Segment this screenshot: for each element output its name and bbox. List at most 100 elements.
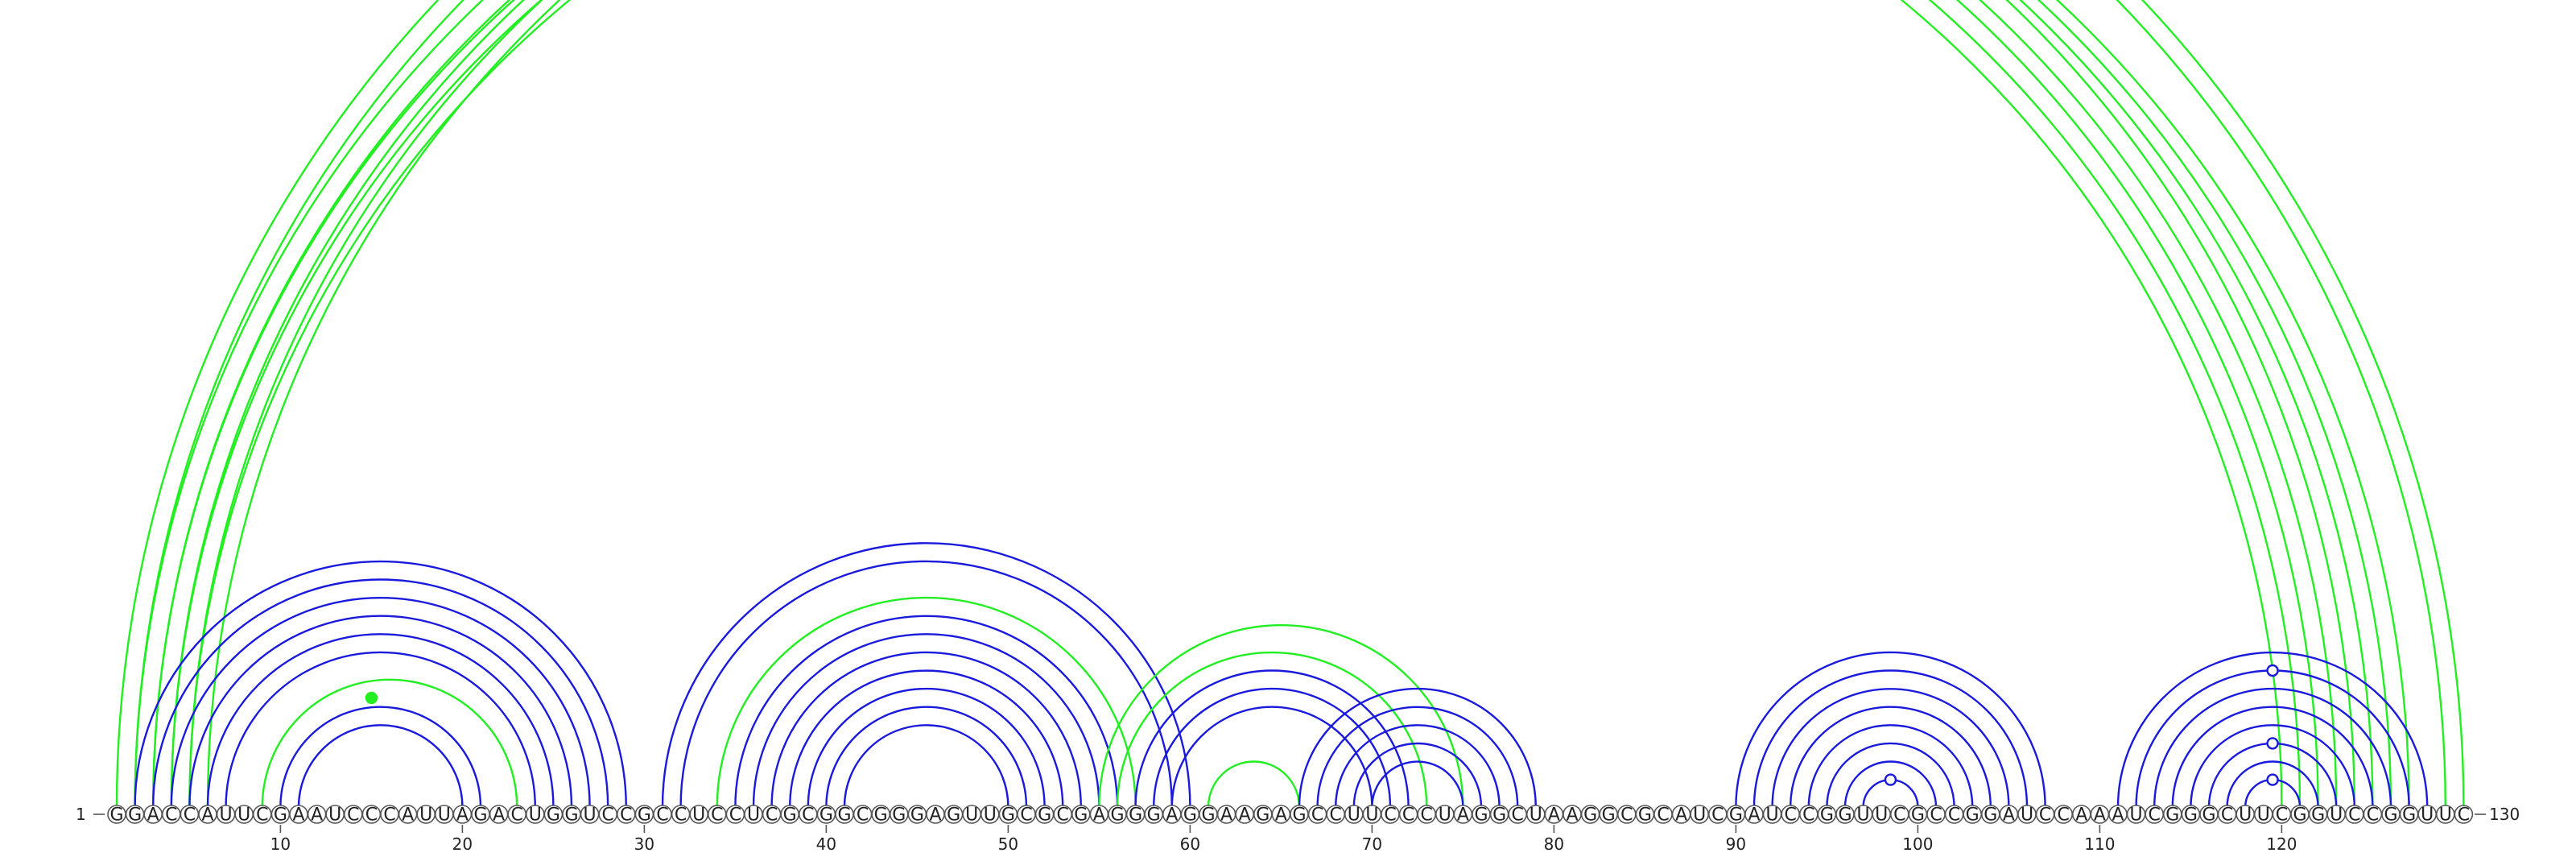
nucleotide: U xyxy=(1526,805,1546,826)
nucleotide-letter: A xyxy=(1457,805,1469,826)
nucleotide: C xyxy=(252,805,272,826)
nucleotide: C xyxy=(671,805,691,826)
base-pair-arc xyxy=(661,542,1191,808)
tick-label: 80 xyxy=(1544,834,1564,854)
nucleotide-letter: C xyxy=(1020,805,1032,826)
nucleotide: A xyxy=(289,805,308,826)
base-pair-arc xyxy=(2190,724,2355,808)
position-ticks: 10 20 30 40 50 60 70 80 90 100 110 120 xyxy=(270,825,2297,854)
nucleotide-letter: C xyxy=(2149,805,2161,826)
tick-label: 100 xyxy=(1902,834,1933,854)
nucleotide-letter: G xyxy=(1966,805,1979,826)
nucleotide: U xyxy=(1762,805,1782,826)
arc-marker xyxy=(1884,773,1897,786)
nucleotide: U xyxy=(525,805,545,826)
nucleotide: C xyxy=(762,805,782,826)
nucleotide-letter: C xyxy=(2276,805,2288,826)
nucleotide-letter: C xyxy=(1620,805,1633,826)
nucleotide-letter: A xyxy=(201,805,213,826)
nucleotide: G xyxy=(2381,805,2401,826)
base-pair-arc xyxy=(152,578,609,808)
nucleotide: A xyxy=(489,805,509,826)
arc-marker xyxy=(2266,773,2279,786)
nucleotide: U xyxy=(2126,805,2146,826)
tick-label: 10 xyxy=(270,834,291,854)
nucleotide-letter: C xyxy=(2367,805,2379,826)
nucleotide-letter: A xyxy=(2094,805,2106,826)
base-pair-arc xyxy=(1771,687,2010,808)
nucleotide-letter: A xyxy=(1748,805,1760,826)
nucleotide: G xyxy=(1489,805,1509,826)
nucleotide-letter: A xyxy=(1675,805,1687,826)
base-pair-arc xyxy=(1170,706,1373,808)
base-pair-arc xyxy=(807,687,1046,808)
nucleotide: C xyxy=(2054,805,2073,826)
nucleotide: C xyxy=(852,805,873,826)
nucleotide-letter: G xyxy=(1001,805,1015,826)
nucleotide-letter: C xyxy=(1893,805,1905,826)
nucleotide: C xyxy=(1417,805,1436,826)
nucleotide-letter: A xyxy=(311,805,323,826)
nucleotide: U xyxy=(325,805,345,826)
nucleotide-letter: U xyxy=(747,805,760,826)
end-label: 130 xyxy=(2489,805,2520,824)
nucleotide: U xyxy=(2326,805,2346,826)
nucleotide-letter: G xyxy=(1201,805,1215,826)
nucleotide: G xyxy=(1125,805,1146,826)
nucleotide-letter: C xyxy=(165,805,177,826)
nucleotide-letter: U xyxy=(2239,805,2252,826)
nucleotide-letter: C xyxy=(1421,805,1433,826)
nucleotide: C xyxy=(2145,805,2164,826)
nucleotide: C xyxy=(1307,805,1327,826)
nucleotide-letter: G xyxy=(547,805,560,826)
nucleotide: C xyxy=(1799,805,1818,826)
nucleotide: G xyxy=(2308,805,2328,826)
nucleotide: G xyxy=(1199,805,1218,826)
nucleotide-letter: G xyxy=(274,805,287,826)
nucleotide: A xyxy=(143,805,163,826)
nucleotide: A xyxy=(1089,805,1109,826)
nucleotide: C xyxy=(380,805,399,826)
nucleotide: G xyxy=(1908,805,1928,826)
nucleotide-letter: U xyxy=(984,805,997,826)
nucleotide: G xyxy=(1144,805,1163,826)
nucleotide: U xyxy=(689,805,709,826)
nucleotide: G xyxy=(2290,805,2310,826)
nucleotide: C xyxy=(343,805,363,826)
nucleotide: C xyxy=(1708,805,1728,826)
nucleotide-letter: A xyxy=(1566,805,1578,826)
base-pair-arc xyxy=(734,615,1119,808)
nucleotide: G xyxy=(543,805,564,826)
nucleotide-letter: A xyxy=(456,805,469,826)
nucleotide-letter: U xyxy=(2421,805,2434,826)
nucleotide-letter: C xyxy=(347,805,359,826)
nucleotide-letter: U xyxy=(584,805,597,826)
base-pair-arc xyxy=(1116,651,1428,808)
nucleotide: U xyxy=(234,805,254,826)
nucleotide: C xyxy=(1944,805,1964,826)
base-pair-arc xyxy=(188,615,573,808)
base-pair-arc xyxy=(152,0,2319,808)
nucleotide: C xyxy=(180,805,200,826)
nucleotide: C xyxy=(1890,805,1909,826)
base-pair-arc xyxy=(1826,742,1955,808)
nucleotide-letter: C xyxy=(1802,805,1814,826)
nucleotide: U xyxy=(2235,805,2255,826)
base-pair-arc xyxy=(134,560,627,808)
nucleotide-letter: C xyxy=(1711,805,1724,826)
base-pair-arc xyxy=(1790,706,1992,808)
nucleotide: G xyxy=(1108,805,1127,826)
nucleotide-letter: A xyxy=(2112,805,2124,826)
nucleotide: C xyxy=(2454,805,2474,826)
nucleotide-letter: G xyxy=(2165,805,2179,826)
base-pair-arcs xyxy=(115,0,2465,808)
base-pair-arc xyxy=(1335,724,1501,808)
nucleotide-letter: U xyxy=(1348,805,1360,826)
nucleotide: A xyxy=(2090,805,2110,826)
base-pair-arc xyxy=(843,724,1009,808)
nucleotide-letter: U xyxy=(1693,805,1706,826)
nucleotide-letter: C xyxy=(2458,805,2470,826)
arc-marker xyxy=(365,691,378,705)
nucleotide-circle xyxy=(2454,805,2474,824)
base-pair-arc xyxy=(1134,669,1410,808)
